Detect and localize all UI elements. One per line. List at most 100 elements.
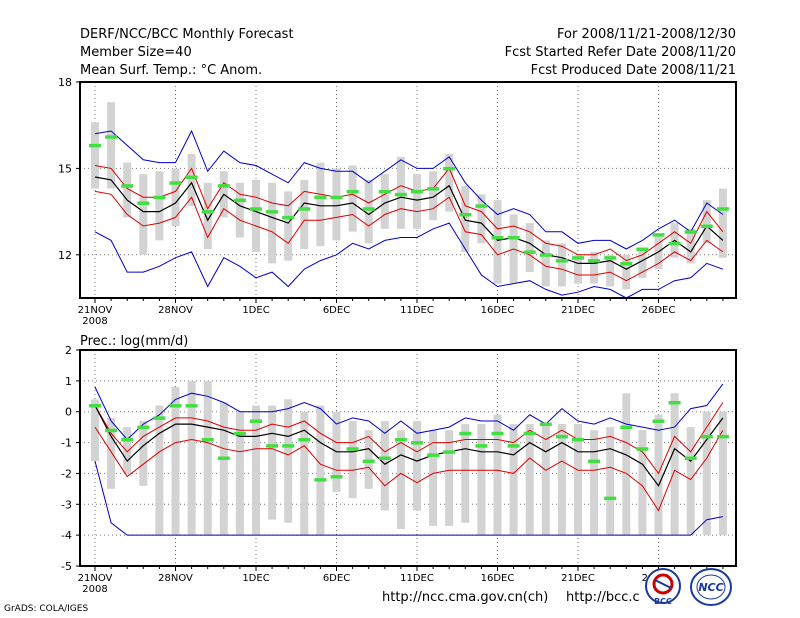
median-marker — [169, 181, 182, 185]
median-marker — [604, 496, 617, 501]
median-marker — [523, 431, 536, 436]
series-mean-line — [94, 405, 724, 487]
median-marker — [153, 195, 166, 200]
range-bar — [622, 393, 631, 536]
median-marker — [105, 428, 118, 433]
x-tick-label: 21DEC — [561, 573, 595, 584]
range-bar — [686, 427, 695, 536]
median-marker — [201, 210, 214, 214]
range-bar — [413, 420, 421, 511]
y-tick-label: -5 — [61, 560, 72, 573]
member-size-label: Member Size=40 — [80, 45, 192, 60]
range-bar — [541, 424, 550, 536]
range-bar — [638, 249, 647, 278]
range-bar — [284, 191, 293, 261]
range-bar — [252, 179, 260, 252]
series-max-line — [94, 129, 724, 250]
x-tick-label: 11DEC — [400, 305, 434, 316]
x-tick-label: 21NOV — [78, 573, 113, 584]
x-year-label: 2008 — [82, 584, 107, 595]
median-marker — [330, 195, 343, 200]
range-bar — [300, 411, 309, 536]
x-tick-label: 16DEC — [481, 573, 515, 584]
x-tick-label: 1DEC — [242, 305, 269, 316]
range-bar — [541, 240, 550, 287]
median-marker — [620, 261, 633, 266]
median-marker — [282, 215, 295, 220]
median-marker — [507, 236, 520, 240]
produced-date: Fcst Produced Date 2008/11/21 — [530, 63, 736, 78]
median-marker — [588, 459, 601, 464]
range-bar — [525, 223, 534, 273]
x-tick-label: 6DEC — [323, 305, 350, 316]
range-bar — [557, 424, 566, 536]
range-bar — [123, 427, 132, 474]
range-bar — [380, 174, 389, 229]
median-marker — [459, 431, 472, 436]
series-lower-line — [94, 190, 724, 282]
median-marker — [217, 184, 230, 188]
ncc-logo: NCC — [690, 568, 732, 606]
median-marker — [137, 425, 150, 430]
range-bar — [155, 405, 164, 536]
series-upper-line — [94, 165, 724, 262]
median-marker — [668, 400, 681, 405]
range-bar — [300, 179, 309, 250]
y-tick-label: 0 — [65, 406, 72, 419]
series-lower-line — [94, 426, 724, 512]
range-bar — [107, 417, 116, 489]
variable-label: Mean Surf. Temp.: °C Anom. — [80, 63, 263, 78]
forecast-title: DERF/NCC/BCC Monthly Forecast — [80, 27, 294, 42]
series-min-line — [94, 222, 724, 299]
range-bar — [187, 380, 196, 536]
range-bar — [413, 174, 421, 229]
range-bar — [509, 424, 518, 536]
y-tick-label: 2 — [65, 344, 72, 357]
median-marker — [378, 189, 391, 194]
median-marker — [459, 212, 472, 217]
median-marker — [330, 475, 343, 479]
range-bar — [606, 254, 615, 287]
range-bar — [252, 405, 260, 536]
median-marker — [652, 233, 665, 237]
range-bar — [461, 424, 470, 523]
range-bar — [155, 171, 164, 241]
median-marker — [523, 250, 536, 254]
median-marker — [700, 224, 713, 228]
median-marker — [394, 192, 407, 197]
footer-url-ch[interactable]: http://ncc.cma.gov.cn(ch) — [382, 590, 549, 605]
range-bar — [590, 251, 599, 284]
median-marker — [716, 434, 729, 439]
range-bar — [235, 411, 244, 536]
median-marker — [411, 189, 423, 194]
range-bar — [316, 405, 325, 536]
range-bar — [718, 188, 727, 258]
median-marker — [217, 456, 230, 460]
footer-url-bcc[interactable]: http://bcc.c — [566, 590, 640, 605]
median-marker — [572, 256, 584, 260]
median-marker — [443, 166, 456, 171]
range-bar — [574, 254, 582, 284]
median-marker — [121, 437, 134, 442]
range-bar — [91, 399, 99, 462]
median-marker — [201, 437, 214, 442]
y-tick-label: 1 — [65, 375, 72, 388]
median-marker — [346, 189, 359, 194]
median-marker — [250, 419, 262, 423]
x-tick-label: 6DEC — [323, 573, 350, 584]
x-tick-label: 11DEC — [400, 573, 434, 584]
range-bar — [203, 182, 212, 250]
median-marker — [539, 422, 552, 427]
range-bar — [284, 399, 293, 523]
median-marker — [636, 247, 649, 252]
x-tick-label: 28NOV — [158, 305, 193, 316]
median-marker — [588, 259, 601, 263]
median-marker — [604, 256, 617, 260]
median-marker — [282, 444, 295, 448]
median-marker — [668, 241, 681, 246]
series-max-line — [94, 383, 724, 441]
median-marker — [121, 184, 134, 188]
range-bar — [670, 393, 679, 536]
range-bar — [557, 243, 566, 287]
